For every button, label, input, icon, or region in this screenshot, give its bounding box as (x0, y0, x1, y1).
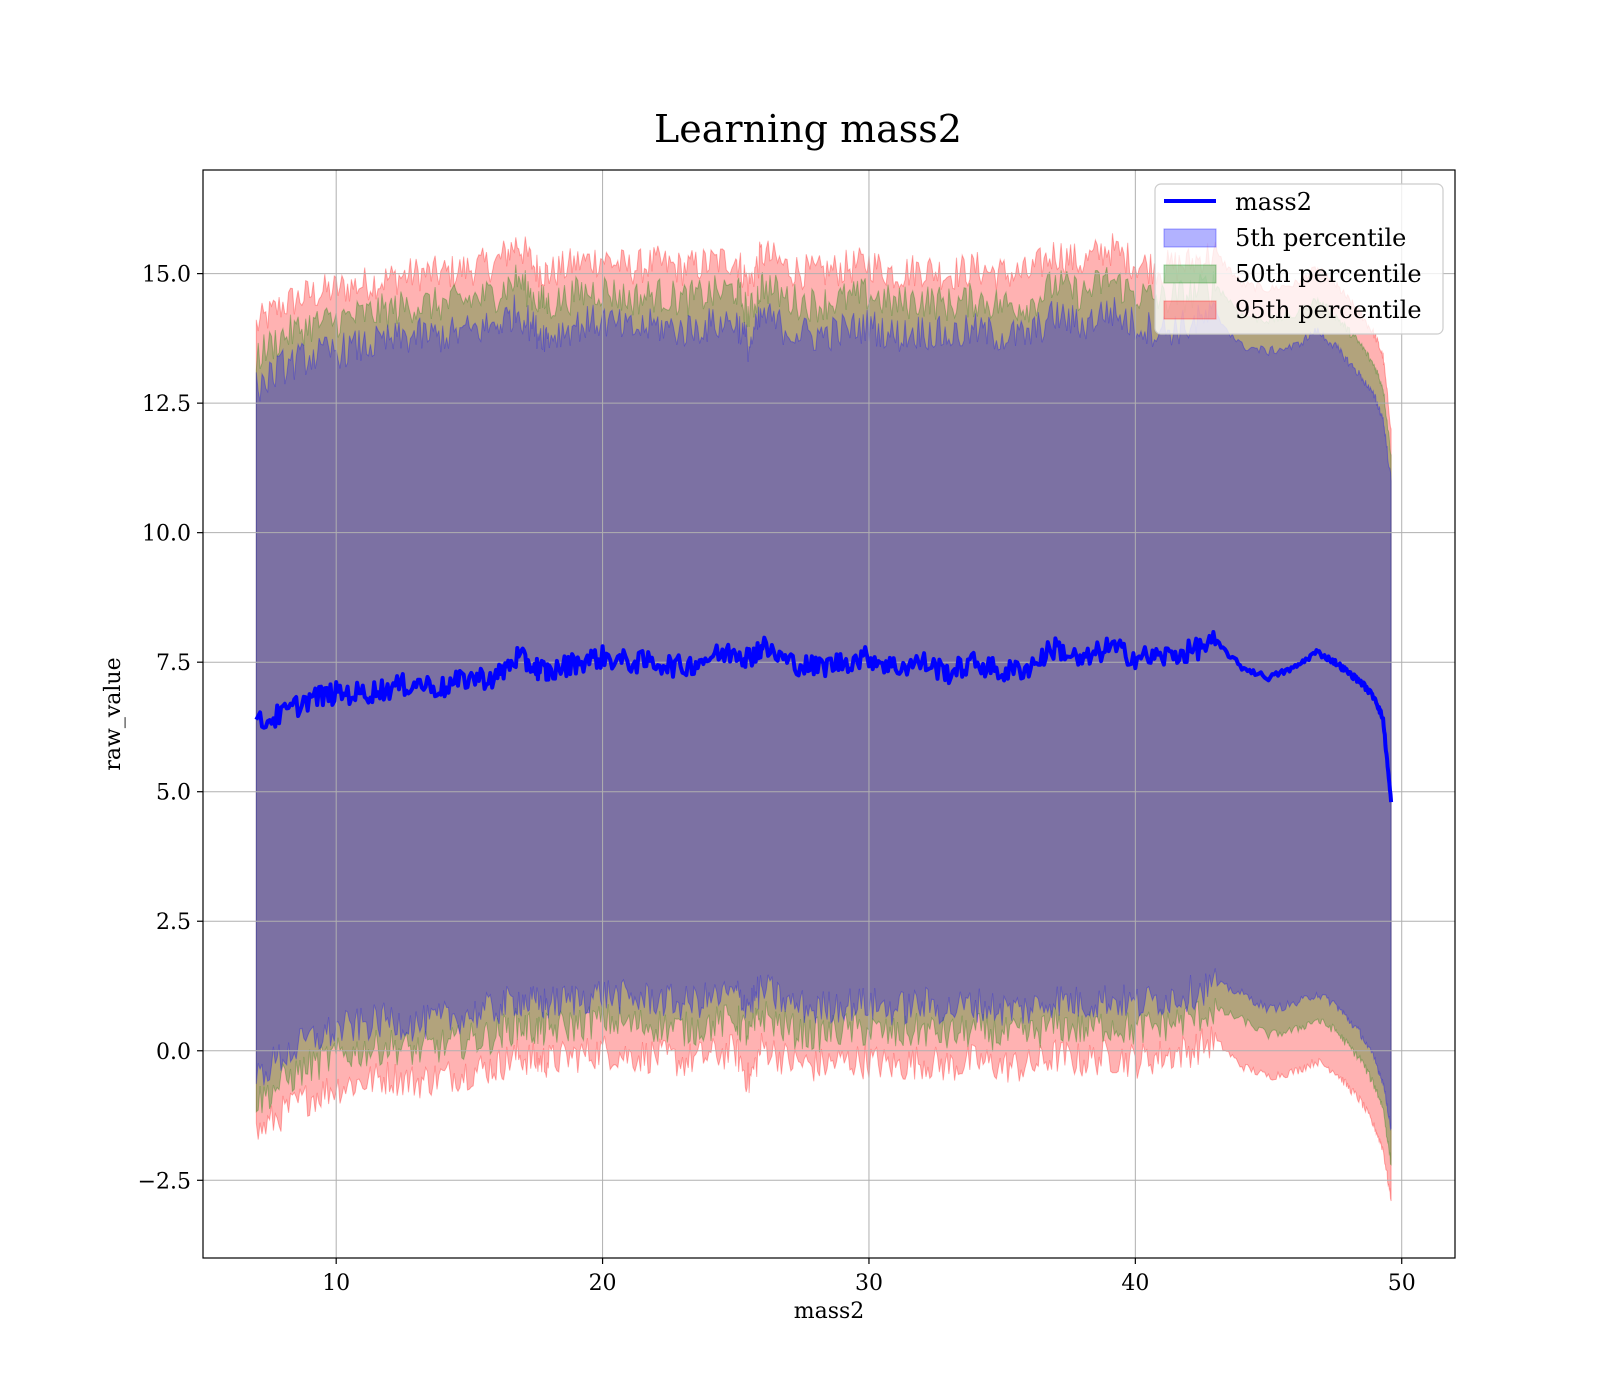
x-tick-label: 30 (855, 1271, 883, 1296)
y-tick-label: 0.0 (156, 1040, 191, 1065)
y-tick-label: 2.5 (156, 910, 191, 935)
y-tick-label: 7.5 (156, 651, 191, 676)
legend-label-p5: 5th percentile (1235, 224, 1406, 252)
legend-label-p95: 95th percentile (1235, 296, 1422, 324)
plot-frame (202, 169, 1456, 1259)
plot-area (202, 169, 1456, 1259)
y-axis-label: raw_value (101, 657, 126, 770)
mass2-series-line (254, 630, 1394, 803)
grid-lines (203, 170, 1455, 1258)
y-tick-label: 15.0 (142, 263, 191, 288)
band-50th-percentile (255, 264, 1392, 1166)
percentile-bands (255, 233, 1392, 1202)
y-tick-label: 12.5 (142, 392, 191, 417)
x-tick-label: 40 (1121, 1271, 1149, 1296)
x-axis-ticks: 10 20 30 40 50 (322, 1258, 1416, 1296)
x-tick-label: 50 (1388, 1271, 1416, 1296)
y-tick-label: −2.5 (138, 1169, 191, 1194)
band-95th-percentile (255, 233, 1392, 1202)
legend-box (1154, 183, 1444, 335)
legend-swatch-p50 (1163, 264, 1217, 284)
y-tick-label: 10.0 (142, 522, 191, 547)
legend-label-p50: 50th percentile (1235, 260, 1422, 288)
x-tick-label: 10 (322, 1271, 350, 1296)
legend-swatch-p5 (1163, 228, 1217, 248)
x-tick-label: 20 (589, 1271, 617, 1296)
band-5th-percentile (255, 294, 1392, 1131)
y-axis-ticks: −2.5 0.0 2.5 5.0 7.5 10.0 12.5 15.0 (138, 263, 203, 1194)
chart-title: Learning mass2 (654, 107, 962, 151)
y-tick-label: 5.0 (156, 781, 191, 806)
x-axis-label: mass2 (794, 1299, 865, 1324)
legend: mass2 5th percentile 50th percentile 95t… (1154, 183, 1444, 335)
legend-swatch-p95 (1163, 300, 1217, 320)
legend-label-mass2: mass2 (1235, 188, 1312, 216)
